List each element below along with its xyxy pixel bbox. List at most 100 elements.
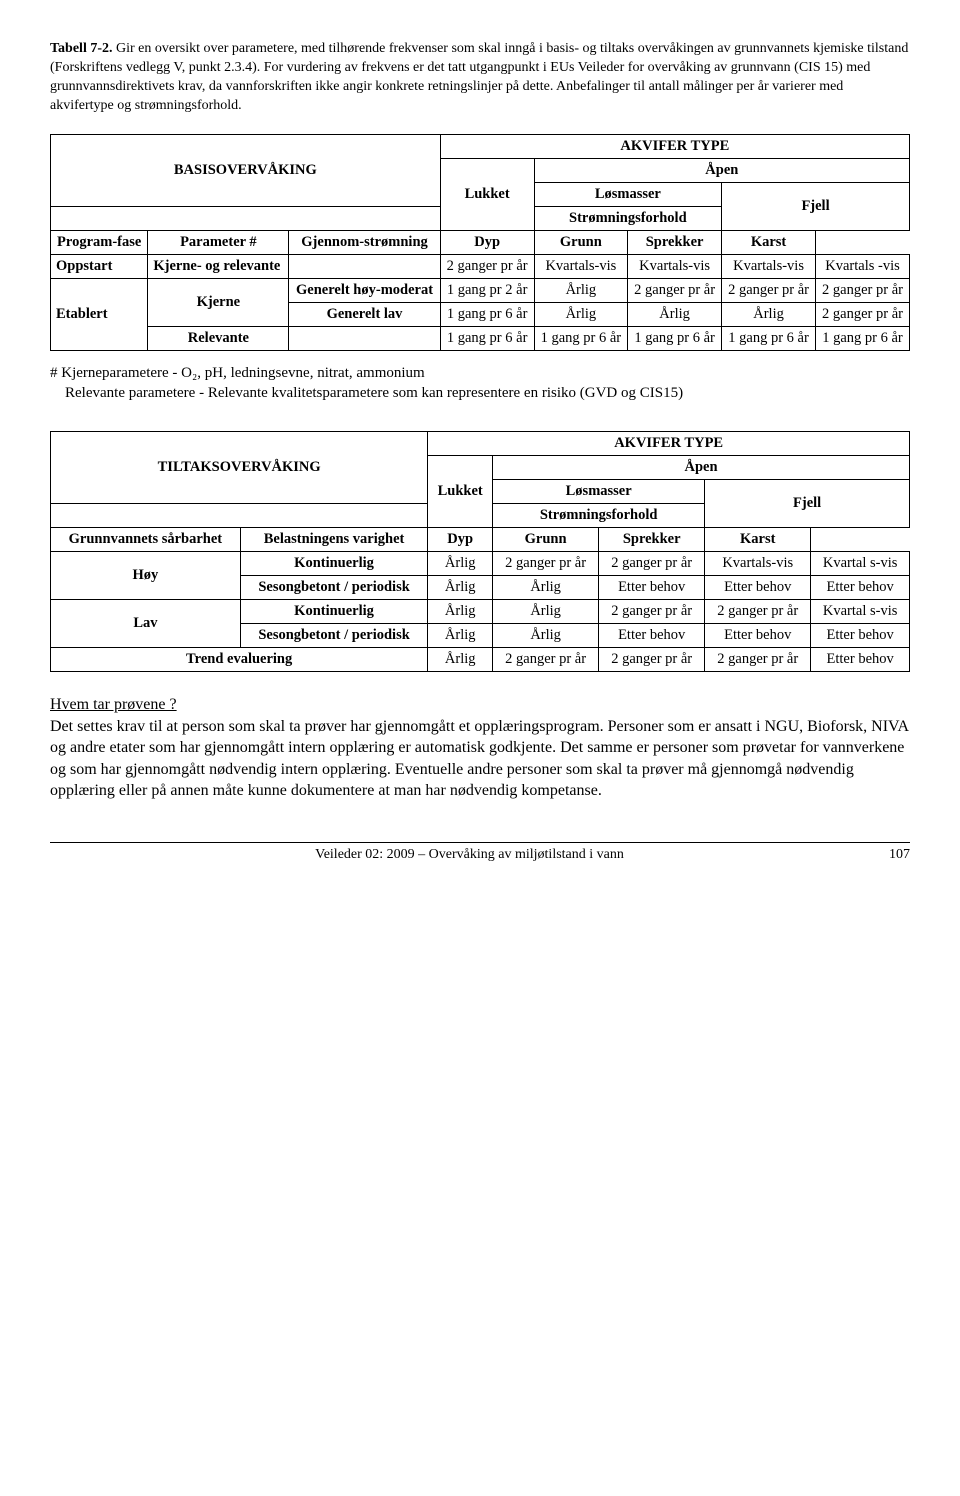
cell: Årlig <box>428 600 493 624</box>
h-apen: Åpen <box>534 158 909 182</box>
cell: 2 ganger pr år <box>705 648 811 672</box>
cell: 2 ganger pr år <box>816 302 910 326</box>
cell: Årlig <box>493 600 599 624</box>
h-tiltaks: TILTAKSOVERVÅKING <box>51 432 428 504</box>
cell: Årlig <box>722 302 816 326</box>
cell: 2 ganger pr år <box>599 648 705 672</box>
table-caption: Tabell 7-2. Gir en oversikt over paramet… <box>50 40 910 116</box>
cell: Etter behov <box>811 648 910 672</box>
h-dyp: Dyp <box>428 528 493 552</box>
h-grunn: Grunn <box>534 230 628 254</box>
cell: Etter behov <box>811 624 910 648</box>
page-footer: Veileder 02: 2009 – Overvåking av miljøt… <box>50 843 910 863</box>
cell: Årlig <box>428 648 493 672</box>
page-number: 107 <box>889 847 910 863</box>
h-gjennom: Gjennom-strømning <box>289 230 440 254</box>
cell <box>289 326 440 350</box>
h-akvifer: AKVIFER TYPE <box>428 432 910 456</box>
cell: Årlig <box>428 576 493 600</box>
h-sprekker: Sprekker <box>599 528 705 552</box>
h-belastning: Belastningens varighet <box>240 528 428 552</box>
h-lukket: Lukket <box>428 456 493 528</box>
cell: 1 gang pr 2 år <box>440 278 534 302</box>
cell: Kjerne <box>148 278 289 326</box>
cell: 2 ganger pr år <box>599 600 705 624</box>
h-stromning: Strømningsforhold <box>493 504 705 528</box>
h-karst: Karst <box>705 528 811 552</box>
cell: 2 ganger pr år <box>440 254 534 278</box>
h-karst: Karst <box>722 230 816 254</box>
cell: Kjerne- og relevante <box>148 254 289 278</box>
cell: Kontinuerlig <box>240 552 428 576</box>
h-apen: Åpen <box>493 456 910 480</box>
cell: Årlig <box>493 576 599 600</box>
cell: Kvartals-vis <box>534 254 628 278</box>
footer-text: Veileder 02: 2009 – Overvåking av miljøt… <box>315 847 624 862</box>
cell: Relevante <box>148 326 289 350</box>
cell: 1 gang pr 6 år <box>628 326 722 350</box>
body-paragraph: Hvem tar prøvene ? Det settes krav til a… <box>50 694 910 802</box>
cell: 2 ganger pr år <box>705 600 811 624</box>
cell: Kvartal s-vis <box>811 600 910 624</box>
cell: Etter behov <box>705 624 811 648</box>
h-sprekker: Sprekker <box>628 230 722 254</box>
cell: Årlig <box>428 552 493 576</box>
h-losmasser: Løsmasser <box>534 182 721 206</box>
cell: 2 ganger pr år <box>493 648 599 672</box>
cell: Etter behov <box>811 576 910 600</box>
cell: Oppstart <box>51 254 148 278</box>
cell: Kvartals-vis <box>628 254 722 278</box>
cell: 1 gang pr 6 år <box>440 326 534 350</box>
caption-text: Gir en oversikt over parametere, med til… <box>50 41 908 113</box>
cell: 1 gang pr 6 år <box>816 326 910 350</box>
cell: Årlig <box>534 278 628 302</box>
h-parameter: Parameter # <box>148 230 289 254</box>
cell: 1 gang pr 6 år <box>440 302 534 326</box>
h-dyp: Dyp <box>440 230 534 254</box>
cell: Generelt høy-moderat <box>289 278 440 302</box>
cell: Generelt lav <box>289 302 440 326</box>
cell: 2 ganger pr år <box>816 278 910 302</box>
cell: Etter behov <box>599 576 705 600</box>
h-stromning: Strømningsforhold <box>534 206 721 230</box>
h-grunn: Grunn <box>493 528 599 552</box>
cell: Årlig <box>428 624 493 648</box>
cell: Etter behov <box>599 624 705 648</box>
footnote-line1: # Kjerneparametere - O₂, pH, ledningsevn… <box>50 363 910 383</box>
cell: Etter behov <box>705 576 811 600</box>
footnote-line2: Relevante parametere - Relevante kvalite… <box>50 383 910 403</box>
cell: Kvartals -vis <box>816 254 910 278</box>
cell: Kvartals-vis <box>722 254 816 278</box>
cell: Kontinuerlig <box>240 600 428 624</box>
para-text: Det settes krav til at person som skal t… <box>50 718 908 800</box>
cell: Årlig <box>628 302 722 326</box>
cell: 2 ganger pr år <box>722 278 816 302</box>
cell: 2 ganger pr år <box>628 278 722 302</box>
cell: Sesongbetont / periodisk <box>240 576 428 600</box>
cell: 1 gang pr 6 år <box>722 326 816 350</box>
cell: Kvartals-vis <box>705 552 811 576</box>
cell <box>289 254 440 278</box>
cell: Kvartal s-vis <box>811 552 910 576</box>
cell: Lav <box>51 600 241 648</box>
h-basis: BASISOVERVÅKING <box>51 134 441 206</box>
cell: Årlig <box>534 302 628 326</box>
h-akvifer: AKVIFER TYPE <box>440 134 909 158</box>
cell: Høy <box>51 552 241 600</box>
para-heading: Hvem tar prøvene ? <box>50 696 177 713</box>
h-sarbarhet: Grunnvannets sårbarhet <box>51 528 241 552</box>
table-basis: BASISOVERVÅKING AKVIFER TYPE Lukket Åpen… <box>50 134 910 351</box>
caption-title: Tabell 7-2. <box>50 41 113 56</box>
h-programfase: Program-fase <box>51 230 148 254</box>
cell: Årlig <box>493 624 599 648</box>
cell: Trend evaluering <box>51 648 428 672</box>
table-tiltaks: TILTAKSOVERVÅKING AKVIFER TYPE Lukket Åp… <box>50 431 910 672</box>
footnote-1: # Kjerneparametere - O₂, pH, ledningsevn… <box>50 363 910 404</box>
cell: Etablert <box>51 278 148 350</box>
cell: 2 ganger pr år <box>599 552 705 576</box>
cell: 1 gang pr 6 år <box>534 326 628 350</box>
h-fjell: Fjell <box>705 480 910 528</box>
cell: Sesongbetont / periodisk <box>240 624 428 648</box>
h-lukket: Lukket <box>440 158 534 230</box>
cell: 2 ganger pr år <box>493 552 599 576</box>
